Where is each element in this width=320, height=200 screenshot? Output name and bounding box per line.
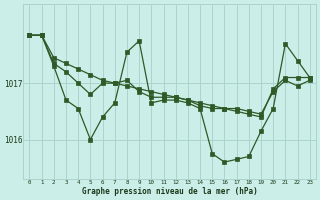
X-axis label: Graphe pression niveau de la mer (hPa): Graphe pression niveau de la mer (hPa) xyxy=(82,187,258,196)
